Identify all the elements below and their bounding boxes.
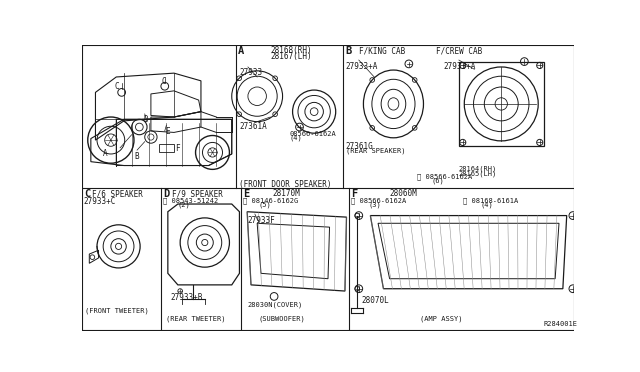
Text: (FRONT DOOR SPEAKER): (FRONT DOOR SPEAKER) — [239, 180, 332, 189]
Text: Ⓢ 08168-6161A: Ⓢ 08168-6161A — [463, 197, 518, 204]
Text: E: E — [243, 189, 250, 199]
Text: 08566-6162A: 08566-6162A — [289, 131, 336, 137]
Text: F/KING CAB: F/KING CAB — [359, 46, 405, 55]
Text: C: C — [162, 77, 166, 86]
Text: F: F — [351, 189, 357, 199]
Text: (4): (4) — [289, 135, 302, 141]
Text: (FRONT TWEETER): (FRONT TWEETER) — [86, 308, 149, 314]
Text: 28030N(COVER): 28030N(COVER) — [247, 302, 302, 308]
Text: F/9 SPEAKER: F/9 SPEAKER — [172, 189, 223, 198]
Text: 28070L: 28070L — [361, 296, 389, 305]
Text: 27933+A: 27933+A — [346, 62, 378, 71]
Text: D: D — [163, 189, 170, 199]
Text: Ⓢ 08566-6162A: Ⓢ 08566-6162A — [417, 173, 472, 180]
Text: 28168(RH): 28168(RH) — [270, 46, 312, 55]
Text: (2): (2) — [177, 202, 190, 208]
Text: A: A — [238, 46, 244, 56]
Text: 28164(RH): 28164(RH) — [459, 166, 497, 172]
Text: 27933+A: 27933+A — [444, 62, 476, 71]
Text: (6): (6) — [432, 178, 445, 185]
Text: (AMP ASSY): (AMP ASSY) — [420, 316, 463, 322]
Text: (REAR TWEETER): (REAR TWEETER) — [166, 316, 226, 322]
Text: Ⓢ 08566-6162A: Ⓢ 08566-6162A — [351, 197, 406, 204]
Text: C: C — [84, 189, 90, 199]
Text: F: F — [175, 144, 180, 153]
Text: F/6 SPEAKER: F/6 SPEAKER — [92, 189, 143, 198]
Text: D: D — [143, 115, 148, 125]
Text: 27933+B: 27933+B — [170, 293, 202, 302]
Text: A: A — [103, 148, 108, 158]
Text: 27933F: 27933F — [247, 216, 275, 225]
Text: C: C — [115, 82, 119, 92]
Text: (SUBWOOFER): (SUBWOOFER) — [259, 316, 305, 322]
Text: 28167(LH): 28167(LH) — [270, 52, 312, 61]
Text: R284001E: R284001E — [543, 321, 578, 327]
Text: E: E — [164, 127, 170, 136]
Text: (5): (5) — [259, 202, 271, 208]
Text: 27361A: 27361A — [239, 122, 268, 131]
Text: (3): (3) — [369, 202, 381, 208]
Text: 27933+C: 27933+C — [84, 197, 116, 206]
Text: (REAR SPEAKER): (REAR SPEAKER) — [346, 148, 405, 154]
Text: B: B — [134, 153, 139, 161]
Text: (4): (4) — [481, 202, 493, 208]
Text: 28060M: 28060M — [390, 189, 417, 198]
Text: 27933: 27933 — [239, 68, 262, 77]
Text: 28170M: 28170M — [273, 189, 300, 198]
Text: F/CREW CAB: F/CREW CAB — [436, 46, 482, 55]
Text: B: B — [346, 46, 352, 56]
Text: 28165(LH): 28165(LH) — [459, 170, 497, 177]
Text: Ⓢ 08543-51242: Ⓢ 08543-51242 — [163, 197, 218, 204]
Text: 27361G: 27361G — [346, 142, 374, 151]
Text: Ⓑ 08146-6162G: Ⓑ 08146-6162G — [243, 197, 298, 204]
